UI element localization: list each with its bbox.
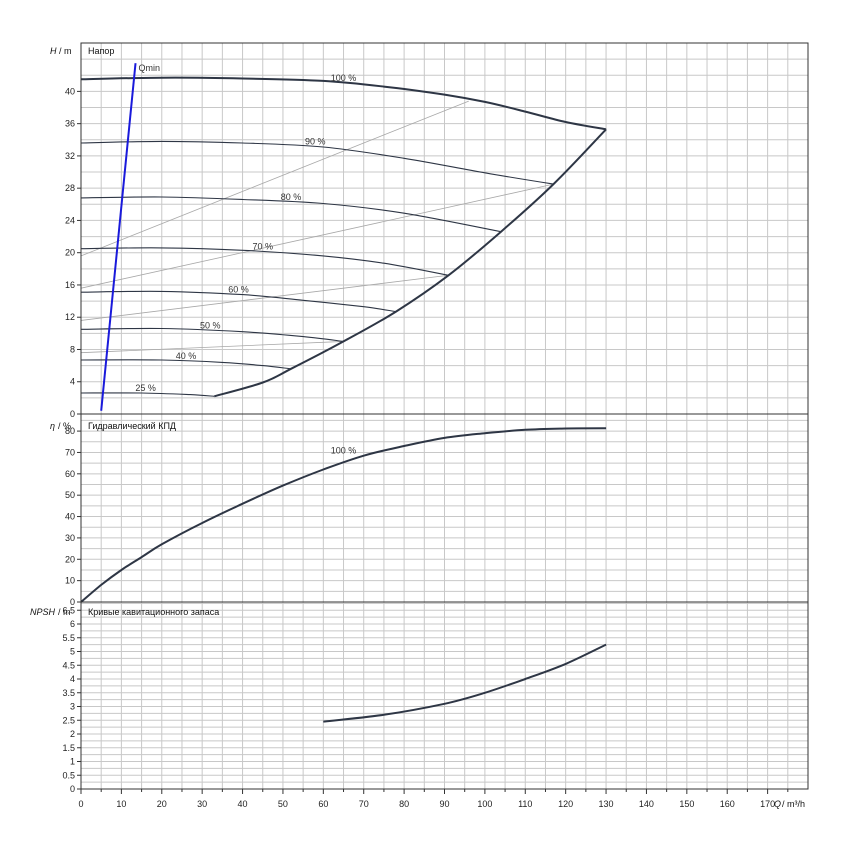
y-tick-label: 20 [65,554,75,564]
efficiency-curve-label: 100 % [331,446,357,456]
y-tick-label: 0 [70,784,75,794]
head-curve [80,196,502,233]
y-tick-label: 80 [65,426,75,436]
x-tick-label: 0 [78,799,83,809]
x-tick-label: 120 [558,799,573,809]
x-tick-label: 130 [599,799,614,809]
efficiency-panel-title: Гидравлический КПД [88,421,176,431]
y-tick-label: 16 [65,280,75,290]
qmin-label: Qmin [139,63,161,73]
head-curve [80,327,344,342]
npsh-curve [323,643,607,723]
y-tick-label: 3.5 [62,688,75,698]
text-layer: Напор Гидравлический КПД Кривые кавитаци… [30,46,805,809]
x-tick-label: 140 [639,799,654,809]
head-curve-label: 60 % [228,284,249,294]
head-curve-label: 50 % [200,320,221,330]
x-tick-label: 80 [399,799,409,809]
efficiency-line [80,100,469,257]
npsh-axis-symbol: NPSH [30,607,56,617]
y-tick-label: 4.5 [62,660,75,670]
efficiency-line [80,341,344,354]
x-tick-label: 150 [679,799,694,809]
head-curve-label: 40 % [176,351,197,361]
head-curve [80,140,554,185]
y-tick-label: 5 [70,647,75,657]
y-tick-label: 0 [70,409,75,419]
marks-layer [80,63,607,723]
y-tick-label: 32 [65,151,75,161]
y-tick-label: 4 [70,377,75,387]
head-curve [80,290,397,313]
y-tick-label: 60 [65,469,75,479]
x-tick-label: 60 [318,799,328,809]
head-curve [80,359,292,370]
y-tick-label: 6 [70,619,75,629]
head-curve-label: 70 % [252,242,273,252]
y-tick-label: 2 [70,729,75,739]
y-tick-label: 40 [65,512,75,522]
efficiency-line [80,274,449,321]
x-tick-label: 170 [760,799,775,809]
x-tick-label: 90 [439,799,449,809]
y-tick-label: 10 [65,576,75,586]
y-tick-label: 28 [65,183,75,193]
flow-axis-unit: / m³/h [782,799,805,809]
y-tick-label: 5.5 [62,633,75,643]
efficiency-line [80,183,554,289]
y-tick-label: 0.5 [62,770,75,780]
x-tick-label: 100 [477,799,492,809]
head-curve [80,76,607,131]
head-curve-label: 90 % [305,137,326,147]
x-tick-label: 110 [518,799,532,809]
y-tick-label: 4 [70,674,75,684]
x-tick-label: 160 [720,799,735,809]
head-curve-label: 80 % [281,192,302,202]
x-tick-label: 50 [278,799,288,809]
head-axis-unit: / m [59,46,72,56]
head-curve [80,392,215,397]
efficiency-axis-unit: / % [58,421,71,431]
y-tick-label: 6.5 [62,605,75,615]
npsh-panel-title: Кривые кавитационного запаса [88,607,219,617]
y-tick-label: 12 [65,312,75,322]
grid-layer [81,43,808,789]
y-tick-label: 1.5 [62,743,75,753]
qmin-line [100,63,137,411]
y-tick-label: 8 [70,344,75,354]
y-tick-label: 2.5 [62,715,75,725]
npsh-axis-unit: / m [58,607,71,617]
y-tick-label: 40 [65,86,75,96]
y-tick-label: 24 [65,215,75,225]
x-tick-label: 30 [197,799,207,809]
frame-layer [77,42,809,794]
y-tick-label: 50 [65,490,75,500]
head-panel-title: Напор [88,46,114,56]
x-tick-label: 40 [238,799,248,809]
head-curve-label: 100 % [331,73,357,83]
y-tick-label: 0 [70,597,75,607]
flow-axis-symbol: Q [774,799,781,809]
y-tick-label: 36 [65,119,75,129]
y-tick-label: 20 [65,248,75,258]
x-tick-label: 10 [116,799,126,809]
y-tick-label: 70 [65,447,75,457]
y-tick-label: 3 [70,702,75,712]
efficiency-axis-symbol: η [50,421,55,431]
x-tick-label: 70 [359,799,369,809]
y-tick-label: 1 [70,757,75,767]
head-axis-symbol: H [50,46,57,56]
efficiency-curve [80,427,607,603]
y-tick-label: 30 [65,533,75,543]
head-curve-label: 25 % [135,383,156,393]
head-curve [80,247,449,276]
x-tick-label: 20 [157,799,167,809]
envelope-curve [214,128,607,398]
